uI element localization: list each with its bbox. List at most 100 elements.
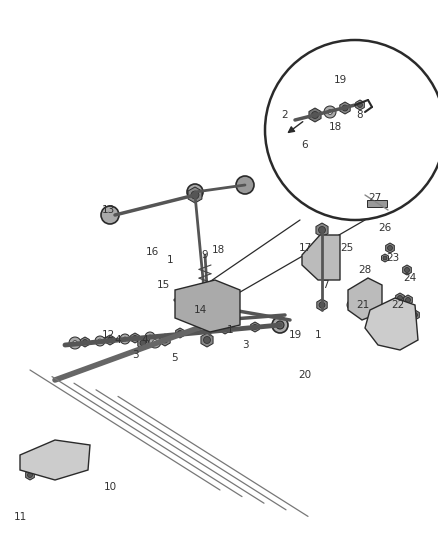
Circle shape [318, 302, 324, 308]
Circle shape [69, 337, 81, 349]
Circle shape [148, 335, 152, 339]
Circle shape [123, 337, 127, 341]
Circle shape [28, 472, 32, 478]
Circle shape [236, 176, 254, 194]
Polygon shape [131, 333, 139, 343]
Circle shape [76, 466, 80, 470]
Circle shape [140, 340, 146, 346]
Circle shape [396, 295, 402, 301]
Text: 13: 13 [101, 205, 114, 215]
Text: 12: 12 [101, 330, 114, 340]
Circle shape [313, 240, 329, 256]
Text: 10: 10 [103, 482, 117, 492]
Text: 27: 27 [367, 193, 381, 203]
Polygon shape [81, 337, 89, 347]
Polygon shape [347, 278, 381, 320]
Text: 18: 18 [211, 245, 224, 255]
Circle shape [72, 453, 78, 457]
Polygon shape [188, 299, 201, 313]
Circle shape [318, 227, 325, 233]
Circle shape [311, 250, 327, 266]
Polygon shape [316, 299, 326, 311]
Polygon shape [381, 254, 388, 262]
Circle shape [187, 184, 202, 200]
Polygon shape [410, 310, 418, 320]
Circle shape [412, 312, 417, 318]
Text: 20: 20 [298, 370, 311, 380]
Polygon shape [20, 440, 90, 480]
Text: 18: 18 [328, 122, 341, 132]
Polygon shape [138, 337, 148, 349]
Circle shape [152, 340, 157, 344]
Text: 2: 2 [281, 110, 288, 120]
Polygon shape [395, 293, 403, 303]
Circle shape [341, 105, 347, 111]
Text: 26: 26 [378, 223, 391, 233]
Circle shape [72, 341, 77, 345]
Text: 23: 23 [385, 253, 399, 263]
Text: 25: 25 [339, 243, 353, 253]
Polygon shape [201, 333, 212, 347]
Circle shape [276, 321, 283, 329]
Circle shape [162, 337, 168, 343]
Polygon shape [315, 223, 327, 237]
Polygon shape [175, 280, 240, 332]
Polygon shape [175, 328, 184, 338]
Text: 6: 6 [301, 140, 307, 150]
Text: 8: 8 [356, 110, 363, 120]
Polygon shape [25, 470, 34, 480]
Polygon shape [301, 235, 339, 280]
Circle shape [191, 191, 198, 199]
Polygon shape [364, 298, 417, 350]
Text: 1: 1 [166, 255, 173, 265]
Circle shape [323, 106, 335, 118]
Circle shape [384, 312, 404, 332]
Text: 4: 4 [114, 335, 121, 345]
Polygon shape [159, 334, 170, 346]
Text: 3: 3 [131, 350, 138, 360]
Circle shape [120, 334, 130, 344]
Text: 16: 16 [145, 247, 158, 257]
Bar [366, 199, 386, 206]
Circle shape [357, 102, 362, 108]
Polygon shape [355, 100, 364, 110]
Circle shape [349, 303, 353, 307]
Text: 9: 9 [201, 250, 208, 260]
Text: 7: 7 [321, 280, 328, 290]
Circle shape [98, 339, 102, 343]
Circle shape [203, 306, 210, 313]
Text: 28: 28 [357, 265, 371, 275]
Circle shape [311, 111, 318, 118]
Polygon shape [106, 335, 114, 345]
Polygon shape [187, 187, 201, 203]
Text: 15: 15 [156, 280, 169, 290]
Circle shape [216, 304, 223, 311]
Text: 5: 5 [171, 353, 178, 363]
Polygon shape [48, 445, 56, 455]
Text: 4: 4 [141, 335, 148, 345]
Circle shape [387, 246, 392, 251]
Circle shape [272, 317, 287, 333]
Polygon shape [71, 450, 79, 460]
Polygon shape [402, 265, 410, 275]
Polygon shape [339, 102, 350, 114]
Text: 11: 11 [13, 512, 27, 522]
Polygon shape [250, 322, 259, 332]
Circle shape [346, 300, 356, 310]
Circle shape [405, 297, 410, 303]
Circle shape [222, 327, 227, 332]
Text: 21: 21 [356, 300, 369, 310]
Circle shape [191, 303, 198, 310]
Circle shape [203, 336, 210, 343]
Polygon shape [220, 324, 229, 334]
Text: 1: 1 [226, 325, 233, 335]
Text: 1: 1 [314, 330, 321, 340]
Text: 3: 3 [241, 340, 248, 350]
Text: 24: 24 [403, 273, 416, 283]
Circle shape [318, 245, 325, 251]
Circle shape [95, 336, 105, 346]
Text: 19: 19 [288, 330, 301, 340]
Circle shape [252, 325, 257, 329]
Circle shape [327, 110, 332, 115]
Circle shape [101, 206, 119, 224]
